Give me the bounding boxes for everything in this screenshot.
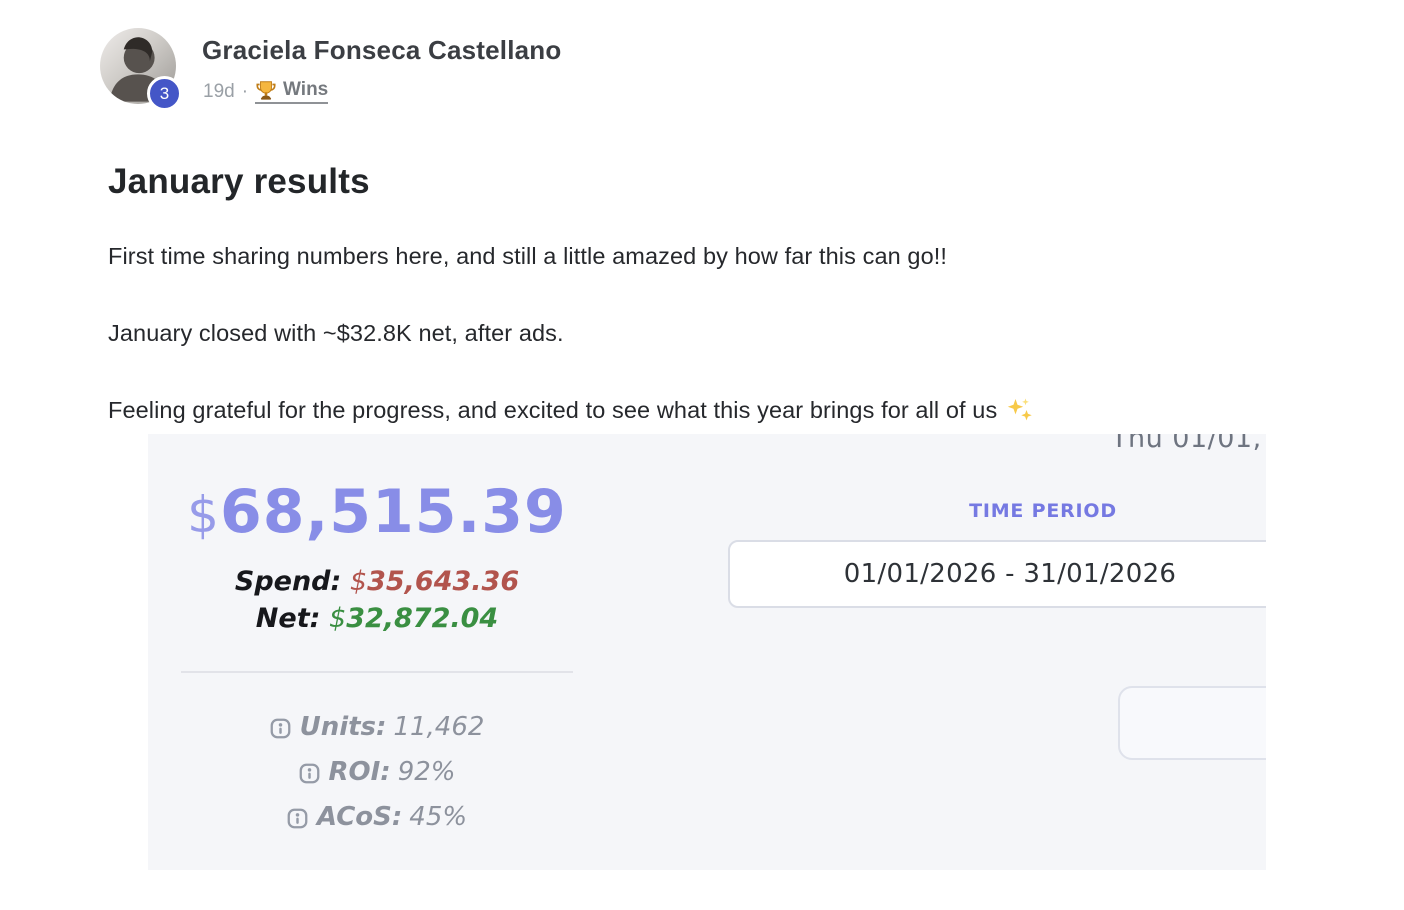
net-label: Net: (255, 603, 321, 634)
metrics-column: $68,515.39 Spend: $35,643.36 Net: $32,87… (148, 434, 606, 842)
avatar[interactable]: 3 (100, 28, 184, 114)
dashboard-screenshot-attachment[interactable]: Thu 01/01, $68,515.39 Spend: $35,643.36 … (148, 434, 1266, 870)
stat-row-acos: ACoS: 45% (148, 797, 606, 842)
avatar-level-badge: 3 (147, 76, 182, 111)
stat-label: ROI: (328, 757, 391, 787)
post-age: 19d (203, 80, 235, 102)
net-currency: $ (329, 603, 347, 634)
stat-row-roi: ROI: 92% (148, 752, 606, 797)
spend-row: Spend: $35,643.36 (148, 563, 606, 600)
info-icon (287, 801, 308, 842)
stat-value: 92% (397, 757, 456, 787)
date-range-field: 01/01/2026 - 31/01/2026 (728, 540, 1266, 608)
info-icon (299, 756, 320, 797)
spend-amount: 35,643.36 (367, 566, 520, 597)
stats-list: Units: 11,462 ROI: 92% (148, 707, 606, 842)
stat-label: Units: (299, 712, 387, 742)
author-name[interactable]: Graciela Fonseca Castellano (202, 35, 562, 65)
spend-label: Spend: (234, 566, 342, 597)
post-header: 3 Graciela Fonseca Castellano 19d · Wins (100, 28, 800, 118)
net-amount: 32,872.04 (346, 603, 499, 634)
stat-row-units: Units: 11,462 (148, 707, 606, 752)
post-paragraph-2: January closed with ~$32.8K net, after a… (108, 319, 564, 346)
time-period-label: TIME PERIOD (969, 500, 1117, 522)
spend-currency: $ (349, 566, 368, 597)
stat-label: ACoS: (316, 802, 403, 832)
category-label: Wins (283, 79, 329, 100)
stat-value: 11,462 (393, 712, 485, 742)
trophy-icon (256, 81, 276, 100)
category-link-wins[interactable]: Wins (255, 79, 329, 104)
post-paragraph-1: First time sharing numbers here, and sti… (108, 242, 948, 269)
meta-separator: · (241, 80, 249, 102)
clipped-empty-field (1118, 686, 1266, 760)
metrics-divider (181, 671, 573, 673)
revenue-currency: $ (187, 486, 220, 544)
net-row: Net: $32,872.04 (148, 600, 606, 637)
revenue-amount: 68,515.39 (219, 477, 567, 547)
net-value: $32,872.04 (329, 603, 498, 634)
post-paragraph-3: Feeling grateful for the progress, and e… (108, 397, 1034, 424)
clipped-chart-axis-date: Thu 01/01, (1111, 434, 1262, 454)
revenue-total: $68,515.39 (148, 476, 606, 551)
post-paragraph-3-text: Feeling grateful for the progress, and e… (108, 396, 998, 423)
sparkles-icon (1008, 398, 1033, 421)
spend-value: $35,643.36 (350, 566, 519, 597)
stat-value: 45% (409, 802, 468, 832)
info-icon (270, 711, 291, 752)
post-meta: 19d · Wins (203, 79, 329, 104)
post-title: January results (108, 162, 370, 202)
